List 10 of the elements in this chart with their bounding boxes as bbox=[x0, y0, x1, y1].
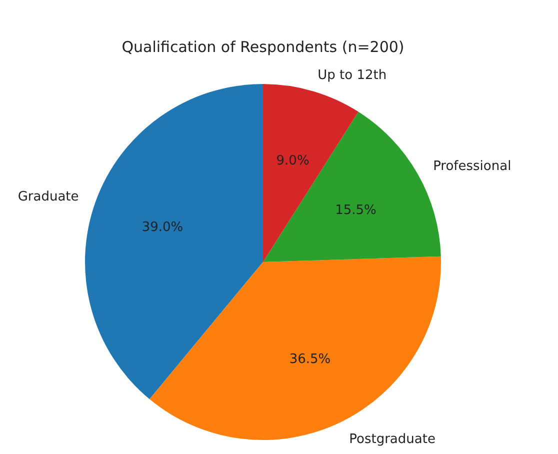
data-label: 36.5% bbox=[289, 352, 331, 367]
slice-label: Postgraduate bbox=[349, 432, 436, 447]
slice-label: Up to 12th bbox=[318, 68, 387, 83]
slice-label: Professional bbox=[433, 158, 512, 174]
slice-label: Graduate bbox=[18, 190, 79, 205]
data-label: 15.5% bbox=[335, 203, 376, 218]
chart-title: Qualification of Respondents (n=200) bbox=[122, 38, 404, 56]
data-label: 9.0% bbox=[276, 153, 310, 168]
pie-slice bbox=[85, 84, 263, 400]
data-label: 39.0% bbox=[142, 220, 184, 235]
